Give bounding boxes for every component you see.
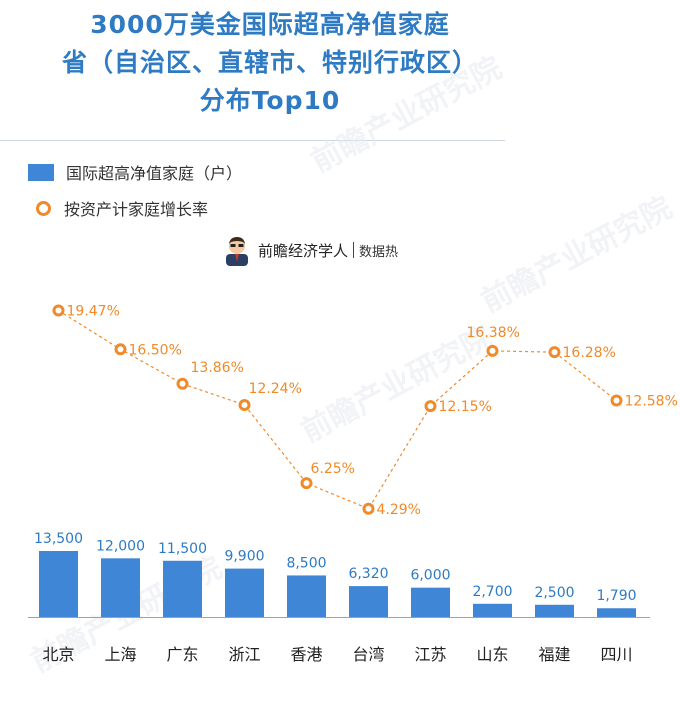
source-name: 前瞻经济学人 (258, 241, 349, 260)
legend-line-entry: 按资产计家庭增长率 (28, 196, 208, 220)
bar (597, 608, 636, 617)
bar (39, 551, 78, 617)
bar (411, 587, 450, 617)
x-tick-label: 浙江 (228, 645, 260, 664)
x-tick-label: 福建 (538, 645, 570, 664)
bar-value-label: 13,500 (34, 531, 83, 547)
legend-bar-entry: 国际超高净值家庭（户） (28, 160, 242, 184)
title-line-1: 3000万美金国际超高净值家庭 (90, 10, 450, 39)
title-line-3: 分布Top10 (199, 86, 341, 115)
growth-value-label: 12.58% (625, 394, 678, 410)
growth-value-label: 12.15% (439, 399, 492, 415)
bar (163, 560, 202, 617)
growth-point (114, 343, 127, 356)
growth-value-label: 13.86% (191, 360, 244, 376)
bar-value-label: 2,500 (534, 585, 574, 601)
bar (473, 603, 512, 617)
x-tick-label: 广东 (166, 645, 198, 664)
legend-line-label: 按资产计家庭增长率 (64, 200, 209, 219)
growth-point (610, 394, 623, 407)
growth-point (362, 502, 375, 515)
x-tick-label: 山东 (476, 645, 508, 664)
growth-point (300, 477, 313, 490)
source-tail: 数据热 (359, 244, 399, 260)
bar (287, 575, 326, 617)
chart-title: 3000万美金国际超高净值家庭 省（自治区、直辖市、特别行政区） 分布Top10 (0, 6, 540, 120)
bar-value-label: 8,500 (286, 555, 326, 571)
economist-avatar-icon (226, 237, 248, 266)
x-tick-label: 四川 (600, 645, 632, 664)
growth-point (548, 346, 561, 359)
bar-value-label: 9,900 (224, 549, 264, 565)
bar-value-label: 12,000 (96, 538, 145, 554)
title-divider (0, 140, 505, 141)
legend-bar-label: 国际超高净值家庭（户） (66, 164, 243, 183)
bar-value-label: 1,790 (596, 588, 636, 604)
x-tick-label: 上海 (104, 645, 136, 664)
growth-point (238, 398, 251, 411)
growth-value-label: 16.38% (467, 325, 520, 341)
growth-value-label: 19.47% (67, 304, 120, 320)
bar-value-label: 6,000 (410, 568, 450, 584)
x-tick-label: 台湾 (352, 645, 384, 664)
legend-line-swatch (36, 200, 51, 216)
bar-value-label: 11,500 (158, 541, 207, 557)
x-tick-label: 香港 (290, 645, 322, 664)
bar-value-label: 6,320 (348, 566, 388, 582)
bar (225, 568, 264, 617)
legend-bar-swatch (28, 163, 54, 181)
growth-point (52, 304, 65, 317)
growth-point (424, 400, 437, 413)
growth-value-label: 4.29% (377, 502, 421, 518)
title-line-2: 省（自治区、直辖市、特别行政区） (61, 48, 478, 77)
growth-value-label: 12.24% (249, 381, 302, 397)
growth-value-label: 16.28% (563, 345, 616, 361)
growth-value-label: 6.25% (311, 461, 355, 477)
bar (535, 604, 574, 617)
growth-point (486, 344, 499, 357)
bar (101, 558, 140, 617)
bar (349, 586, 388, 617)
x-tick-label: 江苏 (414, 645, 446, 664)
source-credit: 前瞻经济学人 数据热 (222, 234, 398, 266)
growth-point (176, 377, 189, 390)
x-tick-label: 北京 (42, 645, 74, 664)
growth-line (58, 310, 617, 510)
bar-value-label: 2,700 (472, 584, 512, 600)
growth-value-label: 16.50% (129, 342, 182, 358)
source-separator (353, 242, 355, 258)
